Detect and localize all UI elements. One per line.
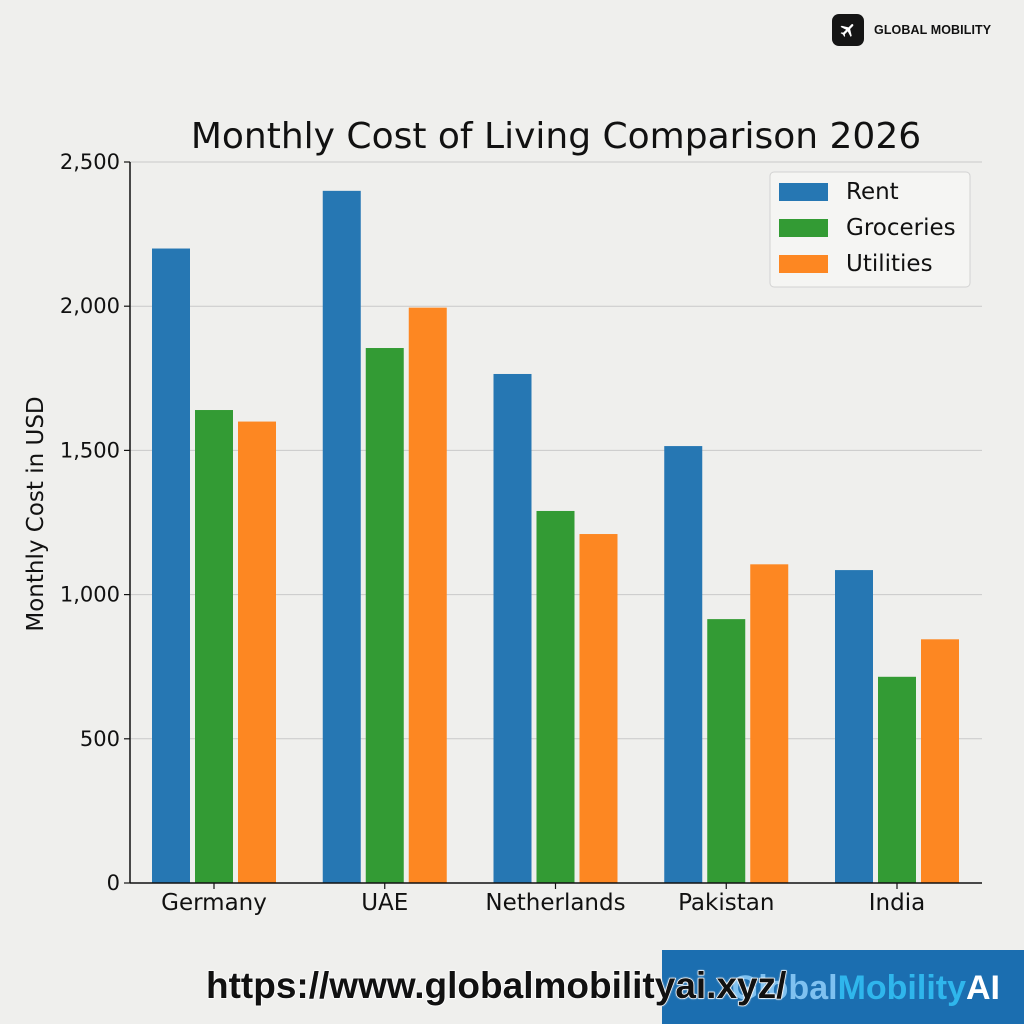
bar-germany-rent <box>152 248 190 883</box>
y-tick-label-0: 0 <box>107 871 120 895</box>
bar-germany-utilities <box>238 421 276 883</box>
bar-netherlands-utilities <box>579 534 618 883</box>
legend-label-groceries: Groceries <box>846 215 956 241</box>
footer-banner: GlobalMobilityAI <box>662 950 1024 1024</box>
bar-pakistan-rent <box>664 446 703 883</box>
bar-uae-rent <box>322 190 361 884</box>
bar-india-utilities <box>921 639 959 883</box>
legend-swatch-rent <box>779 183 828 201</box>
bar-india-groceries <box>878 676 916 883</box>
airplane-icon <box>832 14 864 46</box>
bar-pakistan-groceries <box>707 619 746 883</box>
footer-banner-part-1: Global <box>731 969 838 1007</box>
legend-label-utilities: Utilities <box>846 251 933 277</box>
x-tick-label-india: India <box>869 890 925 916</box>
bar-pakistan-utilities <box>750 564 789 883</box>
y-tick-label-4: 2,000 <box>60 294 120 318</box>
footer-banner-part-3: AI <box>966 969 1000 1007</box>
airplane-icon-glyph <box>840 24 854 37</box>
footer-banner-brand: GlobalMobilityAI <box>732 968 1000 1008</box>
brand-header: GLOBAL MOBILITY <box>832 14 991 46</box>
bar-germany-groceries <box>195 410 233 883</box>
chart-title: Monthly Cost of Living Comparison 2026 <box>191 116 921 157</box>
bar-uae-utilities <box>408 307 447 884</box>
x-tick-label-netherlands: Netherlands <box>485 890 625 916</box>
y-axis-label: Monthly Cost in USD <box>23 396 49 631</box>
legend-swatch-utilities <box>779 255 828 273</box>
bar-uae-groceries <box>365 348 404 883</box>
bar-india-rent <box>835 570 873 883</box>
y-tick-label-2: 1,000 <box>60 583 120 607</box>
bar-netherlands-groceries <box>536 510 575 883</box>
x-tick-label-pakistan: Pakistan <box>678 890 774 916</box>
y-tick-label-3: 1,500 <box>60 438 120 462</box>
footer-url[interactable]: https://www.globalmobilityai.xyz/ <box>205 964 787 1006</box>
y-tick-label-1: 500 <box>80 727 120 751</box>
footer-banner-part-2: Mobility <box>837 969 966 1007</box>
x-tick-label-germany: Germany <box>161 890 267 916</box>
x-tick-label-uae: UAE <box>361 890 408 916</box>
legend-swatch-groceries <box>779 219 828 237</box>
legend-label-rent: Rent <box>846 179 899 205</box>
brand-name: GLOBAL MOBILITY <box>874 23 992 37</box>
y-tick-label-5: 2,500 <box>60 150 120 174</box>
bar-netherlands-rent <box>493 373 532 883</box>
